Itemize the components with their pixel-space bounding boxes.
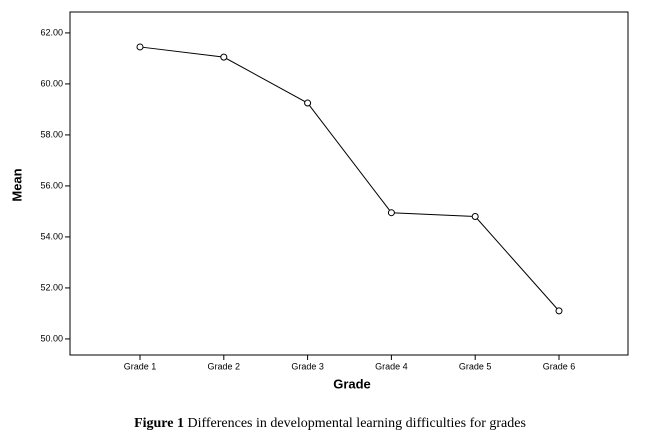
y-tick-label: 60.00 xyxy=(40,78,63,88)
y-tick-label: 56.00 xyxy=(40,180,63,190)
data-line xyxy=(139,46,560,312)
y-tick-label: 62.00 xyxy=(40,27,63,37)
data-point xyxy=(471,213,479,221)
x-tick-label: Grade 5 xyxy=(459,361,492,371)
y-tick-label: 58.00 xyxy=(40,129,63,139)
x-tick-label: Grade 1 xyxy=(124,361,157,371)
x-tick-label: Grade 6 xyxy=(543,361,576,371)
data-point xyxy=(304,99,312,107)
y-axis-title: Mean xyxy=(9,168,24,201)
data-point xyxy=(220,53,228,61)
x-tick-label: Grade 3 xyxy=(291,361,324,371)
y-tick-label: 50.00 xyxy=(40,333,63,343)
y-tick-label: 54.00 xyxy=(40,231,63,241)
y-tick-label: 52.00 xyxy=(40,282,63,292)
caption-text: Differences in developmental learning di… xyxy=(187,416,525,431)
x-tick-label: Grade 4 xyxy=(375,361,408,371)
data-point xyxy=(136,43,144,51)
x-tick-label: Grade 2 xyxy=(208,361,241,371)
data-point xyxy=(555,307,563,315)
caption: Figure 1 Differences in developmental le… xyxy=(134,416,526,431)
caption-label: Figure 1 xyxy=(134,416,184,431)
x-axis-title: Grade xyxy=(333,376,371,391)
data-point xyxy=(387,209,395,217)
plot-frame xyxy=(69,11,629,356)
